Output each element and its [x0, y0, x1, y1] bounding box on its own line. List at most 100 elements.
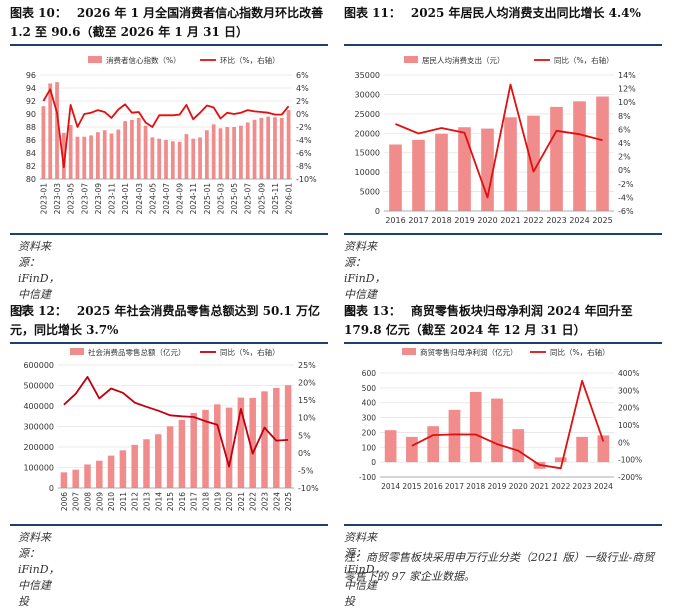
- y-tick-right: 10%: [298, 414, 316, 423]
- figure-10-source: 资料来源：iFinD，中信建投: [18, 240, 60, 317]
- line-series-yoy: [395, 83, 603, 199]
- y-tick-left: 400: [362, 399, 377, 408]
- bar: [184, 134, 189, 179]
- y-tick-left: 30000: [355, 90, 380, 99]
- x-tick-label: 2023-01: [39, 183, 48, 215]
- y-tick-right: -5%: [298, 466, 314, 475]
- x-tick-label: 2007: [72, 492, 81, 511]
- y-tick-right: 5%: [298, 431, 311, 440]
- y-tick-left: 20000: [355, 129, 380, 138]
- y-tick-left: 400000: [23, 402, 54, 411]
- x-tick-label: 2024-07: [162, 183, 171, 215]
- y-tick-left: 500000: [23, 382, 54, 391]
- y-tick-right: 4%: [618, 139, 631, 148]
- y-tick-left: 94: [26, 84, 36, 93]
- y-tick-right: -4%: [618, 193, 634, 202]
- x-tick-label: 2023-05: [67, 183, 76, 215]
- x-tick-label: 2024-11: [189, 183, 198, 215]
- x-tick-label: 2015: [166, 492, 175, 511]
- bar: [84, 464, 91, 488]
- bar: [279, 117, 284, 179]
- bar: [82, 136, 87, 179]
- y-tick-right: -200%: [618, 473, 642, 482]
- bar: [123, 121, 128, 179]
- x-tick-label: 2020: [225, 492, 234, 511]
- legend-label-line: 同比（%，右轴）: [220, 347, 280, 357]
- bar: [164, 140, 168, 179]
- x-tick-label: 2023: [261, 492, 270, 511]
- y-tick-left: 0: [371, 458, 376, 467]
- bar: [107, 455, 115, 488]
- x-tick-label: 2018: [466, 482, 485, 491]
- bar: [573, 101, 586, 211]
- x-tick-label: 2006: [60, 492, 69, 511]
- y-tick-right: 0%: [618, 438, 630, 447]
- y-tick-left: 35000: [355, 71, 380, 80]
- bar: [504, 117, 517, 211]
- y-tick-right: 100%: [618, 421, 639, 430]
- bar: [273, 117, 277, 179]
- bar: [130, 119, 134, 179]
- x-tick-label: 2025-07: [244, 183, 253, 215]
- figure-10-chart: 80 82 84 86 88 90 92 94 96 -10% -8% -6% -4% -2% 0% 2% 4%…: [26, 55, 317, 215]
- figure-13-note: 注：商贸零售板块采用申万行业分类（2021 版）一级行业-商贸零售下的 97 家…: [344, 551, 655, 583]
- bar: [166, 426, 174, 488]
- figure-10-title: 图表 10： 2026 年 1 月全国消费者信心指数月环比改善 1.2 至 90.…: [10, 6, 324, 39]
- y-tick-left: 10000: [355, 168, 380, 177]
- y-tick-left: 86: [26, 136, 36, 145]
- y-tick-right: -8%: [296, 162, 312, 171]
- bar: [157, 138, 162, 179]
- y-tick-left: 0: [49, 484, 54, 493]
- y-tick-left: 82: [26, 162, 36, 171]
- bar: [102, 130, 107, 179]
- bar: [143, 439, 150, 488]
- x-tick-label: 2015: [402, 482, 421, 491]
- y-tick-right: 14%: [618, 71, 636, 80]
- bar: [48, 83, 53, 179]
- bar: [89, 135, 93, 179]
- bar: [245, 122, 250, 179]
- y-tick-right: 6%: [618, 125, 631, 134]
- x-tick-label: 2019: [213, 492, 222, 511]
- legend-label-bar: 消费者信心指数（%）: [106, 55, 181, 65]
- y-tick-left: 600: [362, 369, 377, 378]
- figure-10-title-rule: [10, 44, 328, 46]
- bar: [75, 136, 80, 179]
- y-tick-right: 200%: [618, 404, 639, 413]
- y-tick-right: -6%: [618, 207, 634, 216]
- y-tick-right: 300%: [618, 386, 639, 395]
- line-series-yoy: [42, 88, 290, 169]
- bar: [412, 139, 425, 211]
- bar: [55, 82, 59, 179]
- y-tick-left: 300000: [23, 423, 54, 432]
- bar: [96, 460, 103, 488]
- y-tick-right: 2%: [618, 153, 631, 162]
- x-tick-label: 2014: [381, 482, 400, 491]
- bar: [286, 110, 291, 179]
- y-tick-left: 500: [362, 384, 377, 393]
- x-tick-label: 2025: [592, 216, 612, 225]
- bar: [239, 125, 243, 179]
- x-tick-label: 2025-11: [271, 183, 280, 215]
- figure-12-label: 图表 12：: [10, 304, 67, 318]
- y-tick-right: -10%: [298, 484, 319, 493]
- x-tick-label: 2024-03: [135, 183, 144, 215]
- x-tick-label: 2014: [154, 492, 163, 511]
- x-tick-label: 2023: [573, 482, 592, 491]
- figure-12-chart: 0 100000 200000 300000 400000 500000 600000 -10…: [23, 347, 319, 511]
- x-tick-label: 2016: [424, 482, 443, 491]
- figure-13-title: 图表 13： 商贸零售板块归母净利润 2024 年回升至 179.8 亿元（截至 …: [344, 304, 633, 337]
- legend-label-line: 同比（%，右轴）: [550, 347, 610, 357]
- bar: [155, 434, 162, 488]
- x-tick-label: 2008: [84, 492, 93, 511]
- bar: [60, 472, 68, 488]
- x-tick-label: 2025-03: [216, 183, 225, 215]
- x-tick-label: 2022: [249, 492, 258, 511]
- y-tick-right: -6%: [296, 149, 312, 158]
- bar: [109, 133, 114, 179]
- x-tick-label: 2010: [107, 492, 116, 511]
- x-tick-label: 2021: [237, 492, 246, 511]
- y-tick-right: 6%: [296, 71, 309, 80]
- y-tick-right: -2%: [296, 123, 312, 132]
- x-tick-label: 2017: [445, 482, 464, 491]
